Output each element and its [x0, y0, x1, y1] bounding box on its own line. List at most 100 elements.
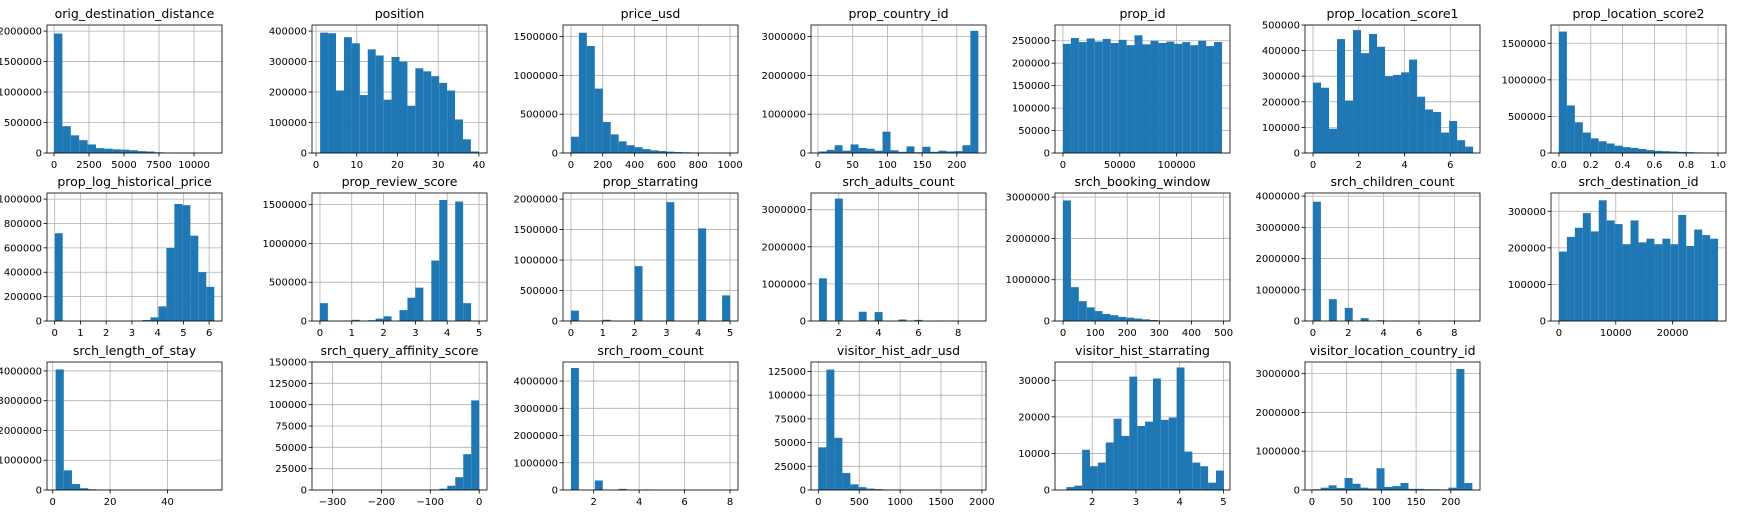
y-tick-label: 500000	[1262, 21, 1300, 32]
x-tick-label: 1	[77, 328, 83, 339]
x-tick-label: 2500	[76, 160, 101, 171]
histogram-bar	[1558, 251, 1567, 321]
histogram-bar	[455, 477, 464, 490]
histogram-bar	[1078, 301, 1087, 321]
histogram-bar	[455, 201, 464, 321]
histogram-bar	[698, 228, 707, 321]
y-tick-label: 20000	[1018, 412, 1050, 423]
histogram-bar	[146, 151, 155, 153]
histogram-bar	[1145, 421, 1153, 490]
y-tick-label: 0	[800, 317, 806, 328]
histogram-bar	[1401, 72, 1410, 153]
x-tick-label: 0	[1310, 328, 1316, 339]
histogram-srch-room-count: 2 4 6 8 0 1000000 2000000 3000000 4000000 srch_ro…	[513, 343, 739, 508]
y-tick-label: 25000	[774, 462, 806, 473]
axes-frame	[46, 361, 223, 491]
histogram-bar	[1670, 244, 1679, 321]
histogram-bar	[423, 71, 432, 153]
histogram-bar	[328, 33, 337, 153]
histogram-bar	[1062, 43, 1071, 153]
histogram-bar	[1150, 40, 1159, 153]
x-tick-label: 1	[600, 328, 606, 339]
histogram-bar	[570, 136, 579, 153]
histogram-bar	[320, 32, 329, 153]
histogram-bar	[1393, 74, 1402, 153]
axes-frame	[810, 24, 987, 154]
histogram-prop-log-historical-price: 0 1 2 3 4 5 6 0 200000 400000 600000 800000 1000000 p…	[0, 174, 223, 339]
y-tick-label: 200000	[1262, 97, 1300, 108]
y-tick-label: 0	[1540, 317, 1546, 328]
histogram-bar	[1321, 87, 1330, 153]
histogram-bar	[1214, 42, 1223, 153]
y-tick-label: 250000	[1012, 36, 1050, 47]
histogram-bar	[79, 140, 88, 153]
histogram-bar	[55, 369, 64, 490]
chart-title: srch_query_affinity_score	[320, 343, 478, 358]
y-tick-label: 0	[301, 317, 307, 328]
x-tick-label: 2000	[969, 497, 994, 508]
histogram-bar	[174, 203, 183, 321]
histogram-bar	[1558, 31, 1567, 154]
histogram-bar	[1063, 200, 1071, 321]
histogram-srch-children-count: 0 2 4 6 8 0 1000000 2000000 3000000 4000000 srch_c…	[1255, 174, 1481, 339]
histogram-bar	[1574, 227, 1583, 321]
histogram-bar	[1149, 319, 1158, 321]
histogram-srch-length-of-stay: 0 20 40 0 1000000 2000000 3000000 4000000 srch_l…	[0, 343, 223, 508]
x-tick-label: 5	[476, 328, 482, 339]
x-tick-label: 0	[313, 160, 319, 171]
y-tick-label: 0	[36, 149, 42, 160]
histogram-srch-destination-id: 0 10000 200000100000200000300000srch_desti…	[1508, 174, 1727, 339]
histogram-bar	[1118, 316, 1127, 321]
histogram-bar	[1590, 231, 1599, 321]
y-tick-label: 2000000	[0, 426, 42, 437]
y-tick-label: 50000	[1018, 126, 1050, 137]
histogram-bar	[375, 55, 384, 153]
histogram-bar	[722, 295, 731, 321]
chart-title: srch_destination_id	[1578, 174, 1698, 189]
histogram-bar	[1417, 96, 1426, 153]
x-tick-label: 1500	[928, 497, 953, 508]
x-tick-label: 10	[350, 160, 363, 171]
x-tick-label: 600	[657, 160, 676, 171]
histogram-bar	[1110, 315, 1119, 321]
y-tick-label: 2000000	[1255, 254, 1300, 265]
x-tick-label: 400	[1182, 328, 1201, 339]
chart-title: prop_location_score1	[1326, 6, 1458, 21]
x-tick-label: 40	[161, 497, 174, 508]
x-tick-label: 6	[681, 497, 687, 508]
histogram-bar	[463, 454, 472, 490]
y-tick-label: 125000	[768, 367, 806, 378]
histogram-bar	[602, 319, 611, 321]
chart-title: prop_review_score	[342, 174, 458, 189]
histogram-bar	[1216, 470, 1224, 490]
x-tick-label: 300	[1150, 328, 1169, 339]
x-tick-label: 0.4	[1615, 160, 1631, 171]
histogram-bar	[962, 145, 971, 153]
y-tick-label: 200000	[1012, 59, 1050, 70]
histogram-bar	[407, 105, 416, 153]
histogram-bar	[1646, 150, 1655, 153]
y-tick-label: 4000000	[1255, 192, 1300, 203]
histogram-bar	[1074, 485, 1083, 490]
histogram-visitor-hist-adr-usd: 0 500 1000 1500 2000 0 25000 50000 75000 100000 12…	[768, 343, 995, 508]
histogram-bar	[1158, 42, 1167, 153]
x-tick-label: 5	[727, 328, 733, 339]
y-tick-label: 800000	[4, 219, 42, 230]
y-tick-label: 1000000	[0, 195, 42, 206]
y-tick-label: 1500000	[262, 200, 307, 211]
histogram-bar	[818, 447, 827, 490]
histogram-bar	[938, 150, 947, 153]
histogram-bar	[1409, 59, 1418, 154]
histogram-bar	[866, 148, 875, 153]
axes-frame	[562, 361, 739, 491]
histogram-bar	[1070, 287, 1079, 321]
histogram-bar	[1590, 138, 1599, 153]
histogram-bar	[970, 30, 979, 153]
x-tick-label: 400	[625, 160, 644, 171]
histogram-bar	[1198, 40, 1207, 153]
histogram-bar	[463, 303, 472, 321]
x-tick-label: 4	[636, 497, 642, 508]
histogram-bar	[1464, 483, 1473, 490]
y-tick-label: 2000000	[1255, 408, 1300, 419]
histogram-bar	[1566, 105, 1575, 153]
